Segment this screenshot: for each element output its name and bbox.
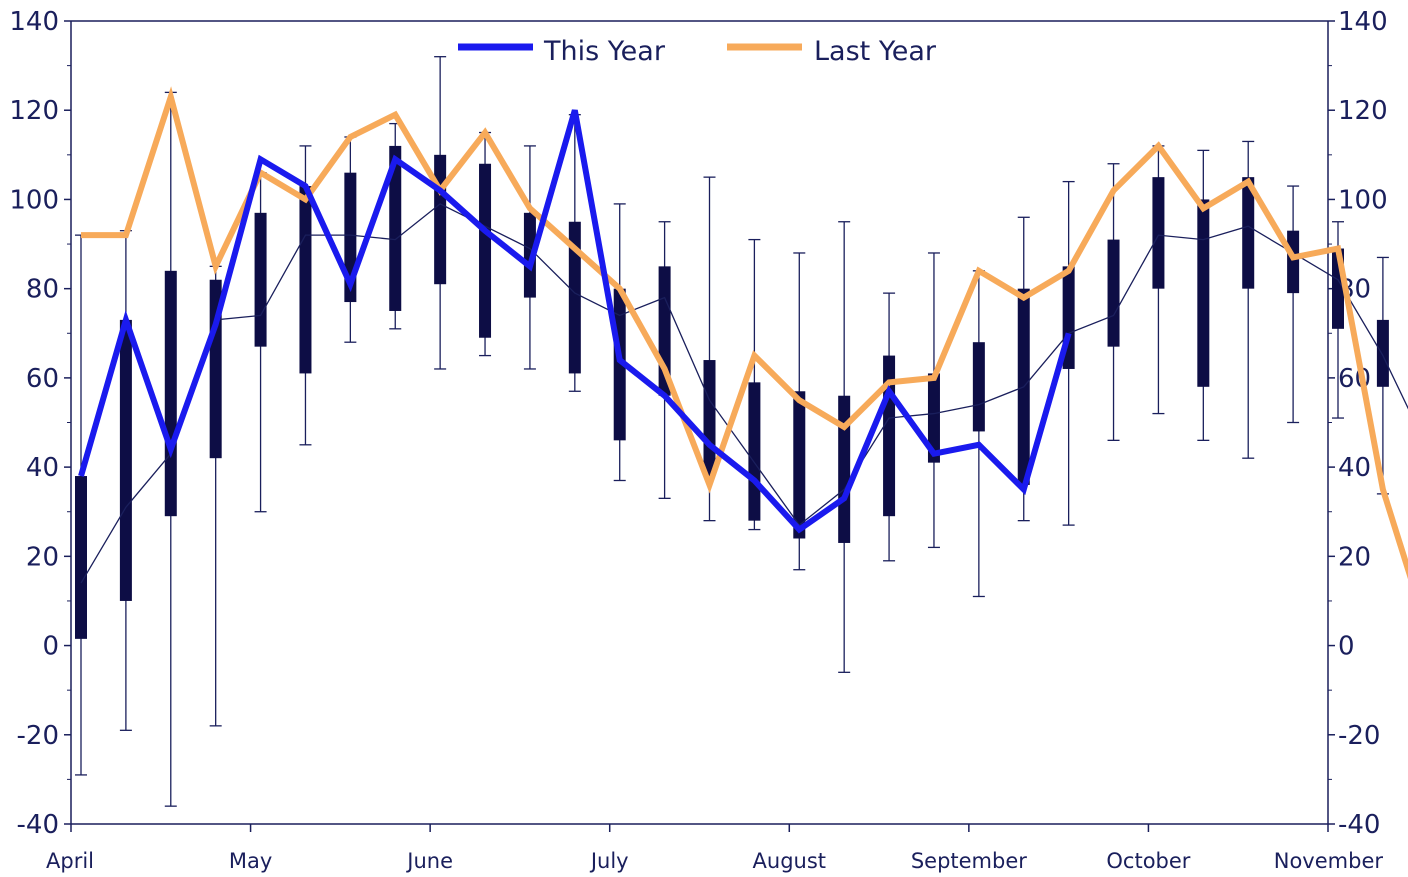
range-box bbox=[793, 391, 806, 539]
x-tick-label: April bbox=[46, 849, 94, 873]
range-box bbox=[1107, 239, 1120, 347]
range-box bbox=[389, 145, 402, 311]
range-box bbox=[568, 221, 581, 374]
range-box bbox=[479, 163, 492, 338]
y-tick-label-right: 100 bbox=[1338, 185, 1388, 215]
range-box bbox=[119, 319, 132, 601]
range-box bbox=[164, 270, 177, 517]
y-tick-label-left: 80 bbox=[26, 275, 59, 305]
range-box bbox=[838, 395, 851, 543]
y-tick-label-right: 120 bbox=[1338, 96, 1388, 126]
range-box bbox=[299, 186, 312, 374]
range-box bbox=[75, 476, 87, 639]
x-tick-label: November bbox=[1274, 849, 1384, 873]
legend-label-this-year: This Year bbox=[543, 36, 666, 67]
x-tick-label: August bbox=[753, 849, 827, 873]
y-tick-label-left: -20 bbox=[17, 721, 59, 751]
range-box bbox=[1287, 230, 1300, 294]
range-box bbox=[972, 342, 985, 432]
series-line-last-year bbox=[81, 86, 1408, 580]
range-box bbox=[254, 212, 267, 347]
y-tick-label-left: 120 bbox=[9, 96, 59, 126]
y-tick-label-right: 40 bbox=[1338, 453, 1371, 483]
range-box bbox=[1242, 177, 1255, 289]
range-box bbox=[434, 154, 447, 285]
range-box bbox=[1376, 319, 1389, 387]
range-box bbox=[1152, 177, 1165, 289]
y-tick-label-left: 20 bbox=[26, 542, 59, 572]
range-box bbox=[748, 382, 761, 521]
x-tick-label: September bbox=[911, 849, 1027, 873]
y-tick-label-right: -40 bbox=[1338, 810, 1380, 840]
range-box bbox=[1197, 199, 1210, 387]
y-tick-label-left: -40 bbox=[17, 810, 59, 840]
y-tick-label-right: 20 bbox=[1338, 542, 1371, 572]
y-tick-label-right: 140 bbox=[1338, 7, 1388, 37]
series-line-this-year bbox=[78, 109, 1072, 534]
x-tick-label: May bbox=[229, 849, 272, 873]
series-lines bbox=[78, 86, 1408, 580]
x-tick-label: July bbox=[589, 849, 629, 873]
mean-line-group bbox=[80, 203, 1408, 584]
mean-line bbox=[80, 203, 1408, 584]
y-tick-label-left: 140 bbox=[9, 7, 59, 37]
x-tick-label: October bbox=[1106, 849, 1190, 873]
legend-label-last-year: Last Year bbox=[814, 36, 937, 67]
y-tick-label-right: -20 bbox=[1338, 721, 1380, 751]
y-tick-label-left: 100 bbox=[9, 185, 59, 215]
legend: This Year Last Year bbox=[458, 36, 937, 67]
x-tick-label: June bbox=[405, 849, 453, 873]
range-box bbox=[927, 373, 940, 463]
y-tick-label-left: 60 bbox=[26, 364, 59, 394]
range-box bbox=[523, 212, 536, 298]
y-tick-label-left: 0 bbox=[42, 632, 59, 662]
range-box bbox=[703, 360, 716, 477]
y-tick-label-left: 40 bbox=[26, 453, 59, 483]
y-tick-label-right: 0 bbox=[1338, 632, 1355, 662]
